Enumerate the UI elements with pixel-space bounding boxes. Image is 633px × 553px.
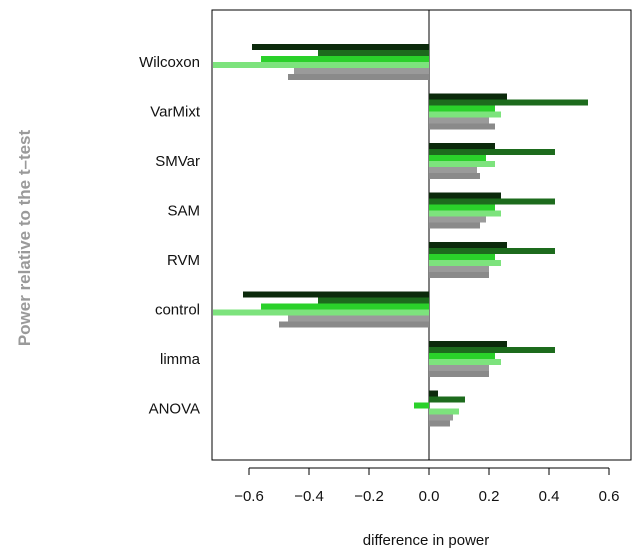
bar-smvar-4	[429, 161, 495, 167]
bar-smvar-2	[429, 149, 555, 155]
category-label-rvm: RVM	[167, 252, 200, 269]
bar-control-3	[261, 303, 429, 310]
bar-control-4	[213, 309, 429, 316]
bar-rvm-2	[429, 248, 555, 254]
bar-limma-5	[429, 365, 489, 371]
bar-wilcoxon-1	[252, 44, 429, 50]
bar-rvm-3	[429, 254, 495, 260]
bar-rvm-5	[429, 266, 489, 272]
x-tick-label: 0.2	[479, 488, 500, 505]
bar-sam-2	[429, 198, 555, 205]
bar-smvar-3	[429, 155, 486, 161]
bar-rvm-4	[429, 260, 501, 266]
bar-rvm-6	[429, 272, 489, 278]
x-tick-label: −0.2	[354, 488, 384, 505]
bar-sam-5	[429, 216, 486, 223]
category-labels: Wilcoxon VarMixt SMVar SAM RVM control limma AN…	[139, 54, 201, 418]
x-tick-label: 0.4	[539, 488, 560, 505]
category-label-smvar: SMVar	[155, 153, 200, 170]
bar-varmixt-1	[429, 93, 507, 100]
bar-wilcoxon-3	[261, 56, 429, 62]
bar-wilcoxon-6	[288, 74, 429, 80]
category-label-wilcoxon: Wilcoxon	[139, 54, 200, 71]
bar-anova-1	[429, 390, 438, 397]
bar-control-6	[279, 321, 429, 328]
bar-varmixt-3	[429, 105, 495, 112]
bar-wilcoxon-5	[294, 68, 429, 74]
bar-smvar-1	[429, 143, 495, 149]
bar-sam-3	[429, 204, 495, 211]
category-label-sam: SAM	[167, 203, 200, 220]
bar-control-5	[288, 315, 429, 322]
bar-varmixt-4	[429, 111, 501, 118]
bars-group	[213, 44, 588, 427]
bar-anova-6	[429, 420, 450, 427]
bar-rvm-1	[429, 242, 507, 248]
category-label-control: control	[155, 302, 200, 319]
plot-frame	[211, 9, 632, 461]
bar-limma-2	[429, 347, 555, 353]
bar-anova-4	[429, 408, 459, 415]
bar-wilcoxon-4	[213, 62, 429, 68]
bar-limma-6	[429, 371, 489, 377]
category-label-anova: ANOVA	[149, 401, 200, 418]
x-axis: −0.6 −0.4 −0.2 0.0 0.2 0.4 0.6	[234, 467, 620, 505]
y-axis-title: Power relative to the t–test	[15, 129, 34, 346]
x-tick-label: 0.6	[599, 488, 620, 505]
bar-limma-4	[429, 359, 501, 365]
bar-smvar-6	[429, 173, 480, 179]
bar-anova-3	[414, 402, 429, 409]
bar-control-1	[243, 291, 429, 298]
bar-sam-1	[429, 192, 501, 199]
x-tick-label: −0.4	[294, 488, 324, 505]
x-tick-label: 0.0	[419, 488, 440, 505]
bar-sam-4	[429, 210, 501, 217]
bar-varmixt-2	[429, 99, 588, 106]
bar-limma-3	[429, 353, 495, 359]
bar-varmixt-6	[429, 123, 495, 130]
x-axis-title: difference in power	[363, 532, 489, 549]
bar-wilcoxon-2	[318, 50, 429, 56]
bar-smvar-5	[429, 167, 477, 173]
x-tick-label: −0.6	[234, 488, 264, 505]
bar-varmixt-5	[429, 117, 489, 124]
category-label-limma: limma	[160, 351, 201, 368]
bar-limma-1	[429, 341, 507, 347]
bar-anova-2	[429, 396, 465, 403]
bar-sam-6	[429, 222, 480, 229]
bar-anova-5	[429, 414, 453, 421]
category-label-varmixt: VarMixt	[150, 104, 201, 121]
bar-control-2	[318, 297, 429, 304]
